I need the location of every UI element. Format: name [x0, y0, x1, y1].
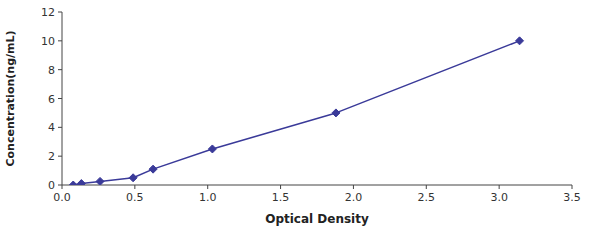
x-tick-label: 1.0	[199, 191, 217, 204]
y-tick-label: 8	[48, 64, 55, 77]
data-point	[96, 177, 104, 185]
x-tick	[62, 185, 63, 189]
y-tick	[58, 12, 62, 13]
data-point	[69, 181, 77, 185]
data-point	[149, 165, 157, 173]
y-axis-label: Concentration(ng/mL)	[4, 30, 17, 166]
x-axis-line	[62, 185, 572, 186]
data-point	[129, 174, 137, 182]
y-tick-label: 2	[48, 150, 55, 163]
x-tick-label: 3.5	[563, 191, 581, 204]
x-tick-label: 2.5	[418, 191, 436, 204]
x-tick-label: 1.5	[272, 191, 290, 204]
chart-container: 0.0 0.5 1.0 1.5 2.0 2.5 3.0 3.5 0 2 4 6 8 10 12 Optical…	[0, 0, 590, 231]
y-tick	[58, 69, 62, 70]
y-tick	[58, 185, 62, 186]
y-tick	[58, 40, 62, 41]
y-tick	[58, 98, 62, 99]
data-point	[77, 180, 85, 185]
x-tick	[499, 185, 500, 189]
y-tick	[58, 156, 62, 157]
y-tick-label: 12	[41, 6, 55, 19]
x-tick-label: 3.0	[490, 191, 508, 204]
x-axis-label: Optical Density	[265, 212, 369, 226]
data-point	[208, 145, 216, 153]
x-tick-label: 0.0	[53, 191, 71, 204]
x-tick	[353, 185, 354, 189]
y-tick-label: 0	[48, 179, 55, 192]
chart-svg: 0.0 0.5 1.0 1.5 2.0 2.5 3.0 3.5 0 2 4 6 8 10 12 Optical…	[0, 0, 590, 231]
x-tick	[572, 185, 573, 189]
x-tick-label: 2.0	[345, 191, 363, 204]
y-tick	[58, 127, 62, 128]
x-tick	[207, 185, 208, 189]
plot-area	[69, 37, 523, 185]
y-axis-line	[62, 12, 63, 185]
x-tick	[426, 185, 427, 189]
x-tick	[134, 185, 135, 189]
data-point	[332, 109, 340, 117]
data-point	[516, 37, 524, 45]
x-tick	[280, 185, 281, 189]
y-tick-label: 6	[48, 93, 55, 106]
x-tick-label: 0.5	[126, 191, 144, 204]
y-tick-label: 10	[41, 35, 55, 48]
y-tick-label: 4	[48, 121, 55, 134]
data-line	[73, 41, 519, 185]
